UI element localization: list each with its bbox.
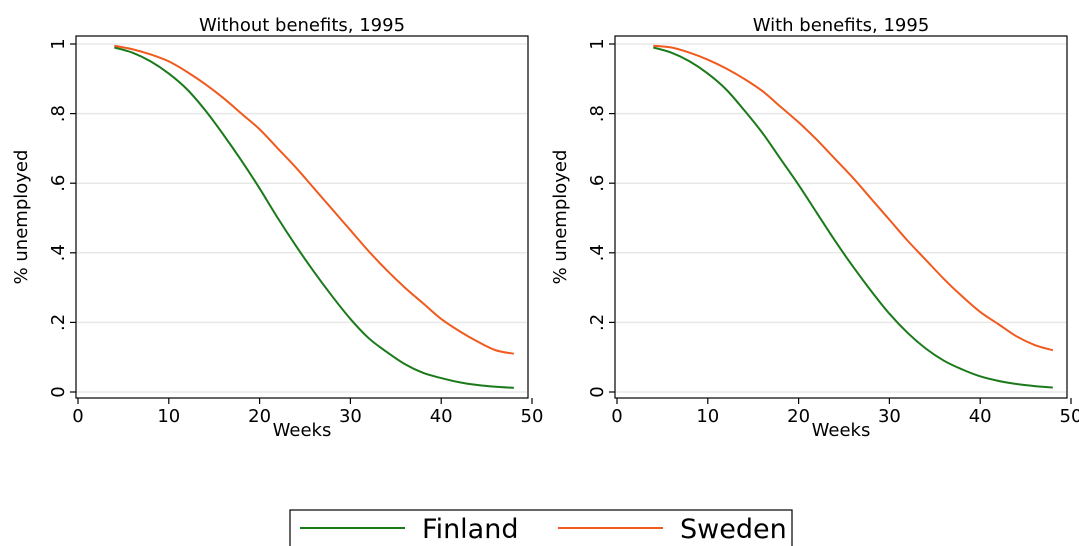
legend-label-sweden: Sweden <box>680 514 787 545</box>
x-axis-label: Weeks <box>812 420 871 441</box>
plot-frame <box>614 35 1068 399</box>
x-axis-label: Weeks <box>273 420 332 441</box>
x-axis-ticks: 0 10 20 30 40 50 <box>611 398 1079 427</box>
x-tick-label: 0 <box>72 406 83 427</box>
y-tick-label: .6 <box>48 175 69 192</box>
y-tick-label: 0 <box>587 386 608 397</box>
series-line-sweden <box>114 44 515 355</box>
x-tick-label: 40 <box>969 406 992 427</box>
x-axis-ticks: 0 10 20 30 40 50 <box>72 398 543 427</box>
y-axis-ticks: 0 .2 .4 .6 .8 1 <box>48 38 76 398</box>
y-tick-label: .8 <box>587 105 608 122</box>
x-tick-label: 10 <box>157 406 180 427</box>
x-tick-label: 30 <box>878 406 901 427</box>
series-line-finland <box>114 46 514 389</box>
x-tick-label: 30 <box>339 406 362 427</box>
gridlines <box>616 43 1066 393</box>
y-tick-label: 1 <box>48 38 69 49</box>
x-tick-label: 50 <box>1060 406 1079 427</box>
plot-frame <box>75 35 529 399</box>
y-tick-label: .4 <box>587 244 608 261</box>
x-tick-label: 50 <box>521 406 544 427</box>
y-tick-label: .6 <box>587 175 608 192</box>
x-tick-label: 40 <box>430 406 453 427</box>
y-tick-label: 1 <box>587 38 608 49</box>
y-tick-label: .8 <box>48 105 69 122</box>
x-tick-label: 20 <box>248 406 271 427</box>
y-tick-label: .2 <box>48 314 69 331</box>
series-line-sweden <box>653 44 1054 352</box>
panel-title: Without benefits, 1995 <box>199 15 405 36</box>
series-line-finland <box>653 46 1053 389</box>
panel-with-benefits: With benefits, 1995 0 10 20 30 40 50 0 .2 .4 .6.… <box>550 15 1079 441</box>
gridlines <box>77 43 527 393</box>
x-tick-label: 20 <box>787 406 810 427</box>
y-axis-ticks: 0 .2 .4 .6 .8 1 <box>587 38 615 398</box>
legend-label-finland: Finland <box>422 514 518 545</box>
series-lines <box>653 44 1054 389</box>
series-lines <box>114 44 515 389</box>
y-tick-label: 0 <box>48 386 69 397</box>
y-tick-label: .4 <box>48 244 69 261</box>
panel-title: With benefits, 1995 <box>753 15 930 36</box>
y-axis-label: % unemployed <box>550 150 571 285</box>
x-tick-label: 0 <box>611 406 622 427</box>
panel-without-benefits: Without benefits, 1995 0 10 20 30 40 50 0 .2 .4… <box>11 15 543 441</box>
y-tick-label: .2 <box>587 314 608 331</box>
x-tick-label: 10 <box>696 406 719 427</box>
legend: Finland Sweden <box>289 509 793 546</box>
y-axis-label: % unemployed <box>11 150 32 285</box>
